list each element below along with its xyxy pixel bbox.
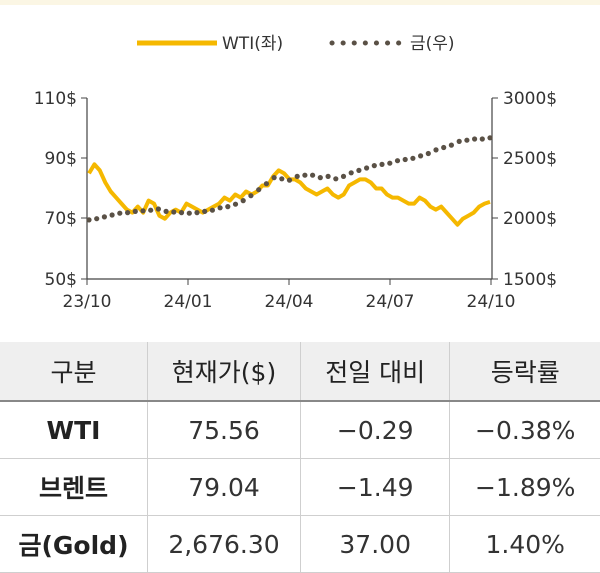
- row-rate: −1.89%: [449, 458, 600, 516]
- table-row-brent: 브렌트 79.04 −1.49 −1.89%: [0, 458, 600, 516]
- gold-point: [101, 214, 107, 220]
- y-right-tick-label: 3000$: [503, 89, 557, 109]
- series-wti-line: [87, 162, 491, 227]
- row-price: 2,676.30: [147, 515, 301, 573]
- gold-point: [394, 158, 401, 164]
- legend: WTI(좌) 금(우): [137, 34, 455, 54]
- gold-point: [464, 137, 470, 143]
- gold-point: [371, 163, 377, 169]
- gold-point: [263, 181, 269, 187]
- header-change: 전일 대비: [299, 342, 450, 401]
- gold-point: [217, 205, 223, 211]
- gold-point: [410, 155, 416, 161]
- gold-point: [441, 144, 447, 151]
- gold-point: [379, 161, 385, 167]
- row-change: −1.49: [299, 458, 450, 516]
- gold-point: [487, 135, 493, 141]
- legend-gold-label: 금(우): [410, 34, 455, 54]
- top-band: [0, 0, 600, 5]
- gold-point: [340, 173, 347, 179]
- gold-point: [248, 193, 254, 199]
- y-left-tick-label: 110$: [34, 89, 77, 109]
- x-tick-label: 24/07: [366, 292, 415, 312]
- row-price: 79.04: [147, 458, 301, 516]
- gold-point: [456, 138, 462, 144]
- gold-point: [325, 173, 331, 179]
- gold-point: [109, 212, 115, 218]
- gold-point: [86, 217, 92, 223]
- gold-point: [240, 198, 246, 204]
- axes: [81, 97, 498, 285]
- gold-point: [356, 167, 362, 173]
- gold-point: [148, 207, 154, 213]
- table-row-wti: WTI 75.56 −0.29 −0.38%: [0, 400, 600, 459]
- gold-point: [125, 210, 131, 216]
- row-price: 75.56: [147, 400, 301, 459]
- x-tick-label: 24/04: [265, 292, 314, 312]
- price-chart: WTI(좌) 금(우) 110$ 90$ 70$ 50$ 3000$ 2500$…: [34, 34, 557, 312]
- row-change: −0.29: [299, 400, 450, 459]
- header-change-rate: 등락률: [449, 342, 600, 401]
- x-tick-label: 23/10: [63, 292, 112, 312]
- gold-point: [364, 165, 370, 171]
- gold-point: [225, 204, 231, 210]
- gold-point: [302, 172, 308, 178]
- gold-point: [425, 150, 431, 157]
- gold-point: [132, 208, 138, 214]
- row-change: 37.00: [299, 515, 450, 573]
- gold-point: [333, 176, 339, 182]
- gold-point: [202, 208, 208, 214]
- price-table: 구분 현재가($) 전일 대비 등락률 WTI 75.56 −0.29 −0.3…: [0, 342, 600, 573]
- y-left-tick-label: 90$: [45, 149, 77, 169]
- gold-point: [472, 136, 478, 142]
- gold-point: [387, 160, 393, 166]
- y-left-tick-label: 70$: [45, 209, 77, 229]
- gold-point: [279, 176, 285, 182]
- row-rate: 1.40%: [449, 515, 600, 573]
- legend-wti-label: WTI(좌): [222, 34, 283, 54]
- gold-point: [433, 147, 439, 153]
- header-current-price: 현재가($): [147, 342, 301, 401]
- gold-point: [186, 210, 192, 216]
- gold-point: [155, 206, 161, 212]
- gold-point: [317, 175, 323, 181]
- gold-point: [171, 209, 177, 215]
- y-right-tick-label: 2500$: [503, 149, 557, 169]
- gold-point: [256, 187, 262, 193]
- table-header-row: 구분 현재가($) 전일 대비 등락률: [0, 342, 600, 401]
- gold-point: [271, 175, 277, 181]
- y-right-tick-label: 2000$: [503, 209, 557, 229]
- gold-point: [294, 173, 300, 179]
- gold-point: [286, 177, 293, 183]
- gold-point: [232, 201, 239, 207]
- gold-point: [194, 210, 200, 216]
- row-name: 브렌트: [0, 458, 148, 516]
- table-row-gold: 금(Gold) 2,676.30 37.00 1.40%: [0, 515, 600, 573]
- row-rate: −0.38%: [449, 400, 600, 459]
- y-right-tick-label: 1500$: [503, 270, 557, 290]
- gold-point: [402, 156, 408, 163]
- gold-point: [310, 172, 316, 178]
- gold-point: [140, 208, 146, 214]
- series-layer: [86, 135, 493, 227]
- y-left-tick-label: 50$: [45, 270, 77, 290]
- gold-point: [209, 207, 215, 213]
- gold-point: [163, 208, 169, 214]
- header-category: 구분: [0, 342, 148, 401]
- gold-point: [479, 136, 485, 142]
- row-name: WTI: [0, 400, 148, 459]
- gold-point: [448, 142, 454, 148]
- series-gold-line: [86, 135, 493, 223]
- gold-point: [348, 170, 354, 176]
- gold-point: [117, 210, 123, 216]
- gold-point: [178, 210, 185, 216]
- gold-point: [94, 216, 100, 222]
- gold-point: [418, 153, 424, 159]
- x-tick-label: 24/10: [467, 292, 516, 312]
- x-tick-label: 24/01: [164, 292, 213, 312]
- row-name: 금(Gold): [0, 515, 148, 573]
